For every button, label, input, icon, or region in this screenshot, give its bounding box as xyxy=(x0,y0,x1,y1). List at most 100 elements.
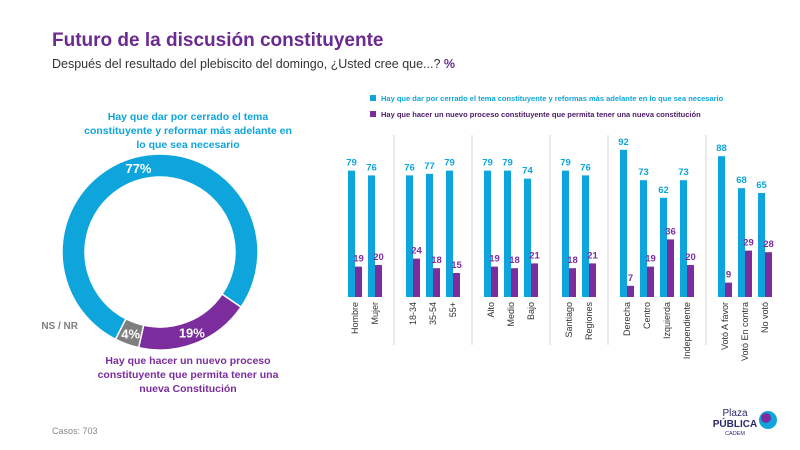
logo-text: CADEM xyxy=(725,431,745,437)
x-tick-label: 18-34 xyxy=(408,302,418,325)
x-tick-label: Independiente xyxy=(682,302,692,359)
value-label: 9 xyxy=(726,270,731,281)
bar xyxy=(667,239,674,297)
value-label: 76 xyxy=(404,162,415,173)
bar xyxy=(765,252,772,297)
bar xyxy=(531,263,538,297)
value-label: 88 xyxy=(716,143,727,154)
logo-text: Plaza xyxy=(722,408,747,419)
bar xyxy=(413,258,420,297)
bar xyxy=(524,178,531,297)
bar xyxy=(348,170,355,297)
bar xyxy=(368,175,375,297)
subtitle: Después del resultado del plebiscito del… xyxy=(52,57,455,71)
bar xyxy=(484,170,491,297)
bar xyxy=(491,266,498,297)
logo-text: PÚBLICA xyxy=(713,417,757,430)
x-tick-label: Votó A favor xyxy=(720,302,730,350)
value-label: 77 xyxy=(424,161,435,172)
bar xyxy=(453,273,460,297)
x-tick-label: Medio xyxy=(506,302,516,327)
bar xyxy=(582,175,589,297)
x-tick-label: Bajo xyxy=(526,302,536,320)
bar xyxy=(738,188,745,297)
subtitle-text: Después del resultado del plebiscito del… xyxy=(52,57,441,71)
bar xyxy=(725,282,732,297)
legend-label: Hay que dar por cerrado el tema constitu… xyxy=(381,94,724,103)
value-label: 19 xyxy=(353,254,364,265)
bar xyxy=(758,193,765,297)
value-label: 21 xyxy=(587,250,598,261)
value-label: 18 xyxy=(431,255,442,266)
cases: Casos: 703 xyxy=(52,426,98,436)
bar xyxy=(589,263,596,297)
value-label: 79 xyxy=(444,158,455,169)
bar xyxy=(446,170,453,297)
legend-swatch xyxy=(370,95,376,101)
bar xyxy=(504,170,511,297)
bar xyxy=(355,266,362,297)
slice-label: 4% xyxy=(121,326,140,341)
value-label: 19 xyxy=(489,254,500,265)
bar xyxy=(718,156,725,297)
bar xyxy=(426,173,433,297)
value-label: 68 xyxy=(736,175,747,186)
value-label: 28 xyxy=(763,239,774,250)
value-label: 79 xyxy=(346,158,357,169)
pie-annotation: Hay que hacer un nuevo proceso constituy… xyxy=(97,355,279,395)
pie-slice xyxy=(114,317,145,349)
slice-label: 19% xyxy=(179,325,205,340)
bar xyxy=(569,268,576,297)
pie-label: NS / NR xyxy=(41,321,78,332)
unit: % xyxy=(443,57,456,71)
value-label: 18 xyxy=(567,255,578,266)
value-label: 29 xyxy=(743,238,754,249)
x-tick-label: Regiones xyxy=(584,302,594,341)
value-label: 7 xyxy=(628,273,633,284)
bar xyxy=(745,250,752,297)
bar xyxy=(375,265,382,297)
x-tick-label: No votó xyxy=(760,302,770,333)
x-tick-label: Izquierda xyxy=(662,302,672,339)
value-label: 62 xyxy=(658,185,669,196)
legend-label: Hay que hacer un nuevo proceso constituy… xyxy=(381,110,701,119)
value-label: 36 xyxy=(665,226,676,237)
bar xyxy=(620,149,627,297)
legend-swatch xyxy=(370,111,376,117)
title: Futuro de la discusión constituyente xyxy=(52,30,384,51)
bar xyxy=(647,266,654,297)
bar xyxy=(680,180,687,297)
x-tick-label: Derecha xyxy=(622,302,632,336)
value-label: 24 xyxy=(411,246,422,257)
bar xyxy=(660,197,667,297)
value-label: 79 xyxy=(502,158,513,169)
bar xyxy=(687,265,694,297)
value-label: 73 xyxy=(638,167,649,178)
x-tick-label: Hombre xyxy=(350,302,360,334)
value-label: 73 xyxy=(678,167,689,178)
value-label: 20 xyxy=(685,252,696,263)
x-tick-label: 55+ xyxy=(448,302,458,317)
bar xyxy=(511,268,518,297)
value-label: 18 xyxy=(509,255,520,266)
pie-slice xyxy=(137,293,243,351)
pie-slice xyxy=(61,153,259,341)
value-label: 76 xyxy=(580,162,591,173)
bar xyxy=(406,175,413,297)
x-tick-label: Santiago xyxy=(564,302,574,338)
x-tick-label: Votó En contra xyxy=(740,302,750,361)
bar xyxy=(627,285,634,297)
value-label: 20 xyxy=(373,252,384,263)
value-label: 79 xyxy=(560,158,571,169)
value-label: 15 xyxy=(451,260,462,271)
x-tick-label: Mujer xyxy=(370,302,380,325)
bar xyxy=(433,268,440,297)
logo-icon xyxy=(761,413,771,423)
x-tick-label: Alto xyxy=(486,302,496,318)
x-tick-label: Centro xyxy=(642,302,652,329)
value-label: 74 xyxy=(522,166,533,177)
value-label: 79 xyxy=(482,158,493,169)
value-label: 19 xyxy=(645,254,656,265)
value-label: 65 xyxy=(756,180,767,191)
